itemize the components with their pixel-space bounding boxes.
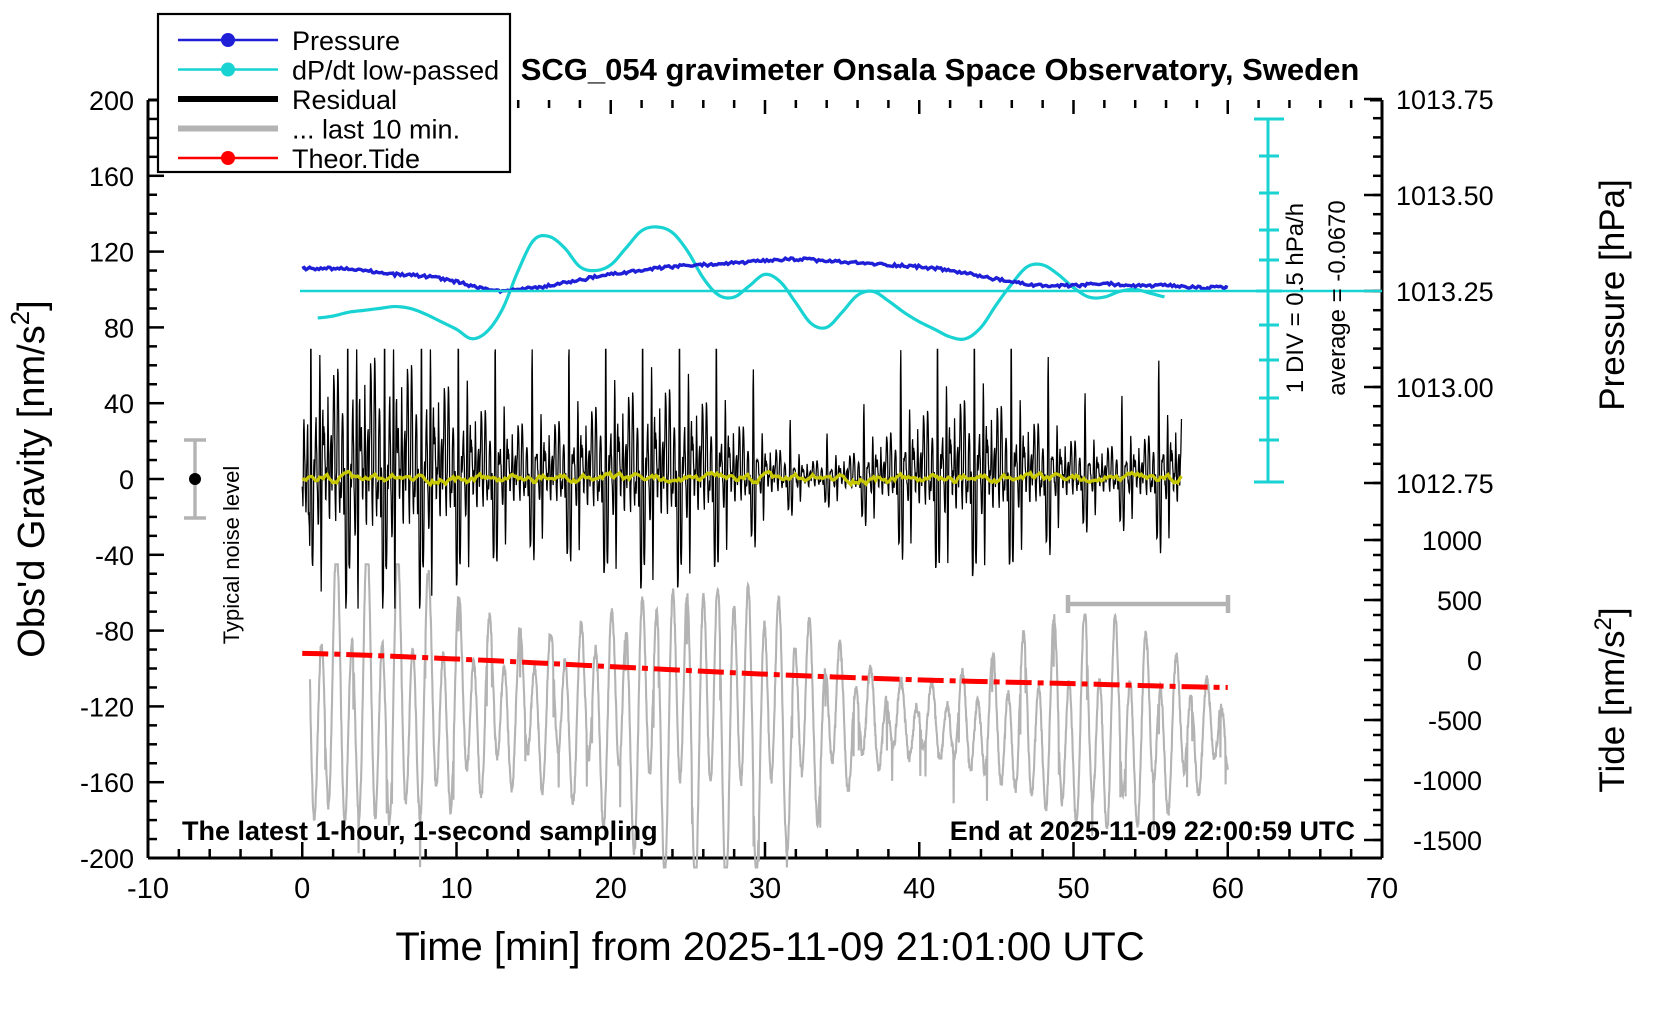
svg-text:1013.75: 1013.75 <box>1396 85 1494 115</box>
svg-text:-160: -160 <box>80 768 134 798</box>
dpdt-average-label: average = -0.0670 <box>1324 200 1351 395</box>
series-dpdt-lowpassed <box>317 225 1165 341</box>
dpdt-div-label: 1 DIV = 0.5 hPa/h <box>1282 203 1309 393</box>
svg-text:1013.25: 1013.25 <box>1396 277 1494 307</box>
svg-text:1012.75: 1012.75 <box>1396 469 1494 499</box>
svg-text:0: 0 <box>1467 646 1482 676</box>
x-axis-ticks <box>146 842 1384 858</box>
footer-left-label: The latest 1-hour, 1-second sampling <box>182 816 658 846</box>
footer-right-label: End at 2025-11-09 22:00:59 UTC <box>950 816 1355 846</box>
y-axis-pressure-title: Pressure [hPa] <box>1593 179 1632 411</box>
svg-text:1013.50: 1013.50 <box>1396 181 1494 211</box>
series-pressure <box>301 256 1229 295</box>
svg-text:20: 20 <box>595 873 627 905</box>
series-residual-smoothed <box>301 469 1183 488</box>
svg-text:10: 10 <box>440 873 472 905</box>
svg-text:-500: -500 <box>1428 706 1482 736</box>
svg-text:-200: -200 <box>80 844 134 874</box>
y-axis-left-title: Obs'd Gravity [nm/s2] <box>5 300 53 657</box>
svg-text:1013.00: 1013.00 <box>1396 373 1494 403</box>
svg-text:0: 0 <box>294 873 310 905</box>
svg-text:60: 60 <box>1212 873 1244 905</box>
legend-item-2: dP/dt low-passed <box>178 56 499 86</box>
typical-noise-marker <box>184 438 206 520</box>
y-axis-tide-tick-labels: -1500 -1000 -500 0 500 1000 <box>1413 526 1482 856</box>
svg-text:80: 80 <box>104 313 134 343</box>
svg-text:40: 40 <box>903 873 935 905</box>
svg-text:120: 120 <box>89 238 134 268</box>
legend-label-2: dP/dt low-passed <box>292 56 499 86</box>
legend-item-3: Residual <box>178 85 397 115</box>
legend-label-4: ... last 10 min. <box>292 115 460 145</box>
svg-text:-80: -80 <box>95 617 134 647</box>
series-last-10-min <box>308 563 1229 869</box>
svg-text:500: 500 <box>1437 586 1482 616</box>
legend-label-3: Residual <box>292 85 397 115</box>
y-axis-pressure-tick-labels: 1012.75 1013.00 1013.25 1013.50 1013.75 <box>1396 85 1494 499</box>
legend-marker-dot-icon <box>221 62 235 77</box>
svg-text:-10: -10 <box>127 873 169 905</box>
y-axis-right-ticks <box>1364 97 1382 842</box>
series-theor-tide <box>302 650 1228 690</box>
y-axis-left-ticks <box>148 98 164 860</box>
svg-text:50: 50 <box>1057 873 1089 905</box>
chart-title: SCG_054 gravimeter Onsala Space Observat… <box>521 52 1360 87</box>
typical-noise-label: Typical noise level <box>219 466 244 645</box>
svg-text:-1000: -1000 <box>1413 766 1482 796</box>
svg-text:200: 200 <box>89 86 134 116</box>
y-axis-left-tick-labels: -200 -160 -120 -80 -40 0 40 80 120 160 200 <box>80 86 134 874</box>
legend-label-5: Theor.Tide <box>292 144 420 174</box>
legend-marker-dot-icon <box>221 151 235 165</box>
svg-text:-1500: -1500 <box>1413 826 1482 856</box>
svg-text:30: 30 <box>749 873 781 905</box>
legend-item-1: Pressure <box>178 26 400 56</box>
svg-text:-120: -120 <box>80 692 134 722</box>
x-axis-tick-labels: -10 0 10 20 30 40 50 60 70 <box>127 873 1398 905</box>
svg-text:-40: -40 <box>95 541 134 571</box>
y-axis-tide-title: Tide [nm/s2] <box>1590 607 1633 792</box>
legend-label-1: Pressure <box>292 26 400 56</box>
svg-text:1000: 1000 <box>1422 526 1482 556</box>
x-axis-title: Time [min] from 2025-11-09 21:01:00 UTC <box>395 925 1144 969</box>
last-10-min-span-bar <box>1065 595 1231 613</box>
dpdt-scale-bar <box>1254 117 1284 484</box>
svg-text:160: 160 <box>89 162 134 192</box>
svg-text:70: 70 <box>1366 873 1398 905</box>
svg-text:40: 40 <box>104 389 134 419</box>
legend-item-4: ... last 10 min. <box>178 115 460 145</box>
legend-item-5: Theor.Tide <box>178 144 420 174</box>
svg-text:0: 0 <box>119 465 134 495</box>
legend-marker-dot-icon <box>221 33 235 47</box>
